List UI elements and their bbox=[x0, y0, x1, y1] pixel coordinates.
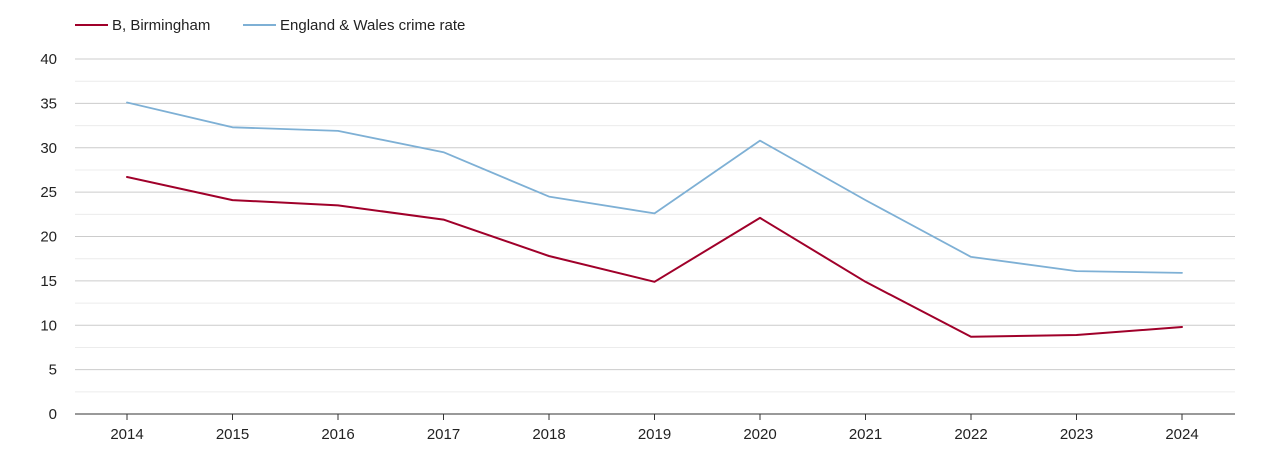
x-tick-label: 2019 bbox=[638, 426, 671, 443]
y-tick-label: 0 bbox=[49, 406, 57, 423]
y-axis: 0 5 10 15 20 25 30 35 40 bbox=[40, 51, 57, 423]
y-tick-label: 15 bbox=[40, 273, 57, 290]
y-tick-label: 10 bbox=[40, 317, 57, 334]
y-tick-label: 20 bbox=[40, 229, 57, 246]
y-tick-label: 35 bbox=[40, 95, 57, 112]
legend: B, Birmingham England & Wales crime rate bbox=[75, 17, 465, 34]
x-tick-label: 2015 bbox=[216, 426, 249, 443]
y-tick-label: 40 bbox=[40, 51, 57, 68]
x-tick-label: 2024 bbox=[1165, 426, 1198, 443]
x-axis: 2014 2015 2016 2017 2018 2019 2020 2021 2022 2023… bbox=[75, 413, 1235, 443]
legend-label: England & Wales crime rate bbox=[280, 17, 465, 34]
x-tick-label: 2020 bbox=[743, 426, 776, 443]
y-tick-label: 25 bbox=[40, 184, 57, 201]
x-tick-label: 2021 bbox=[849, 426, 882, 443]
x-tick-label: 2014 bbox=[110, 426, 143, 443]
x-tick-label: 2017 bbox=[427, 426, 460, 443]
x-tick-label: 2022 bbox=[954, 426, 987, 443]
x-tick-label: 2023 bbox=[1060, 426, 1093, 443]
legend-label: B, Birmingham bbox=[112, 17, 210, 34]
grid bbox=[75, 58, 1235, 393]
y-tick-label: 5 bbox=[49, 362, 57, 379]
series-line-england-wales bbox=[126, 101, 1183, 274]
series-line-birmingham bbox=[126, 176, 1183, 338]
y-tick-label: 30 bbox=[40, 140, 57, 157]
x-tick-label: 2018 bbox=[532, 426, 565, 443]
x-tick-label: 2016 bbox=[321, 426, 354, 443]
series-group bbox=[126, 101, 1183, 338]
